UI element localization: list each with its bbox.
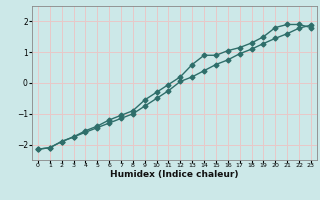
X-axis label: Humidex (Indice chaleur): Humidex (Indice chaleur) <box>110 170 239 179</box>
